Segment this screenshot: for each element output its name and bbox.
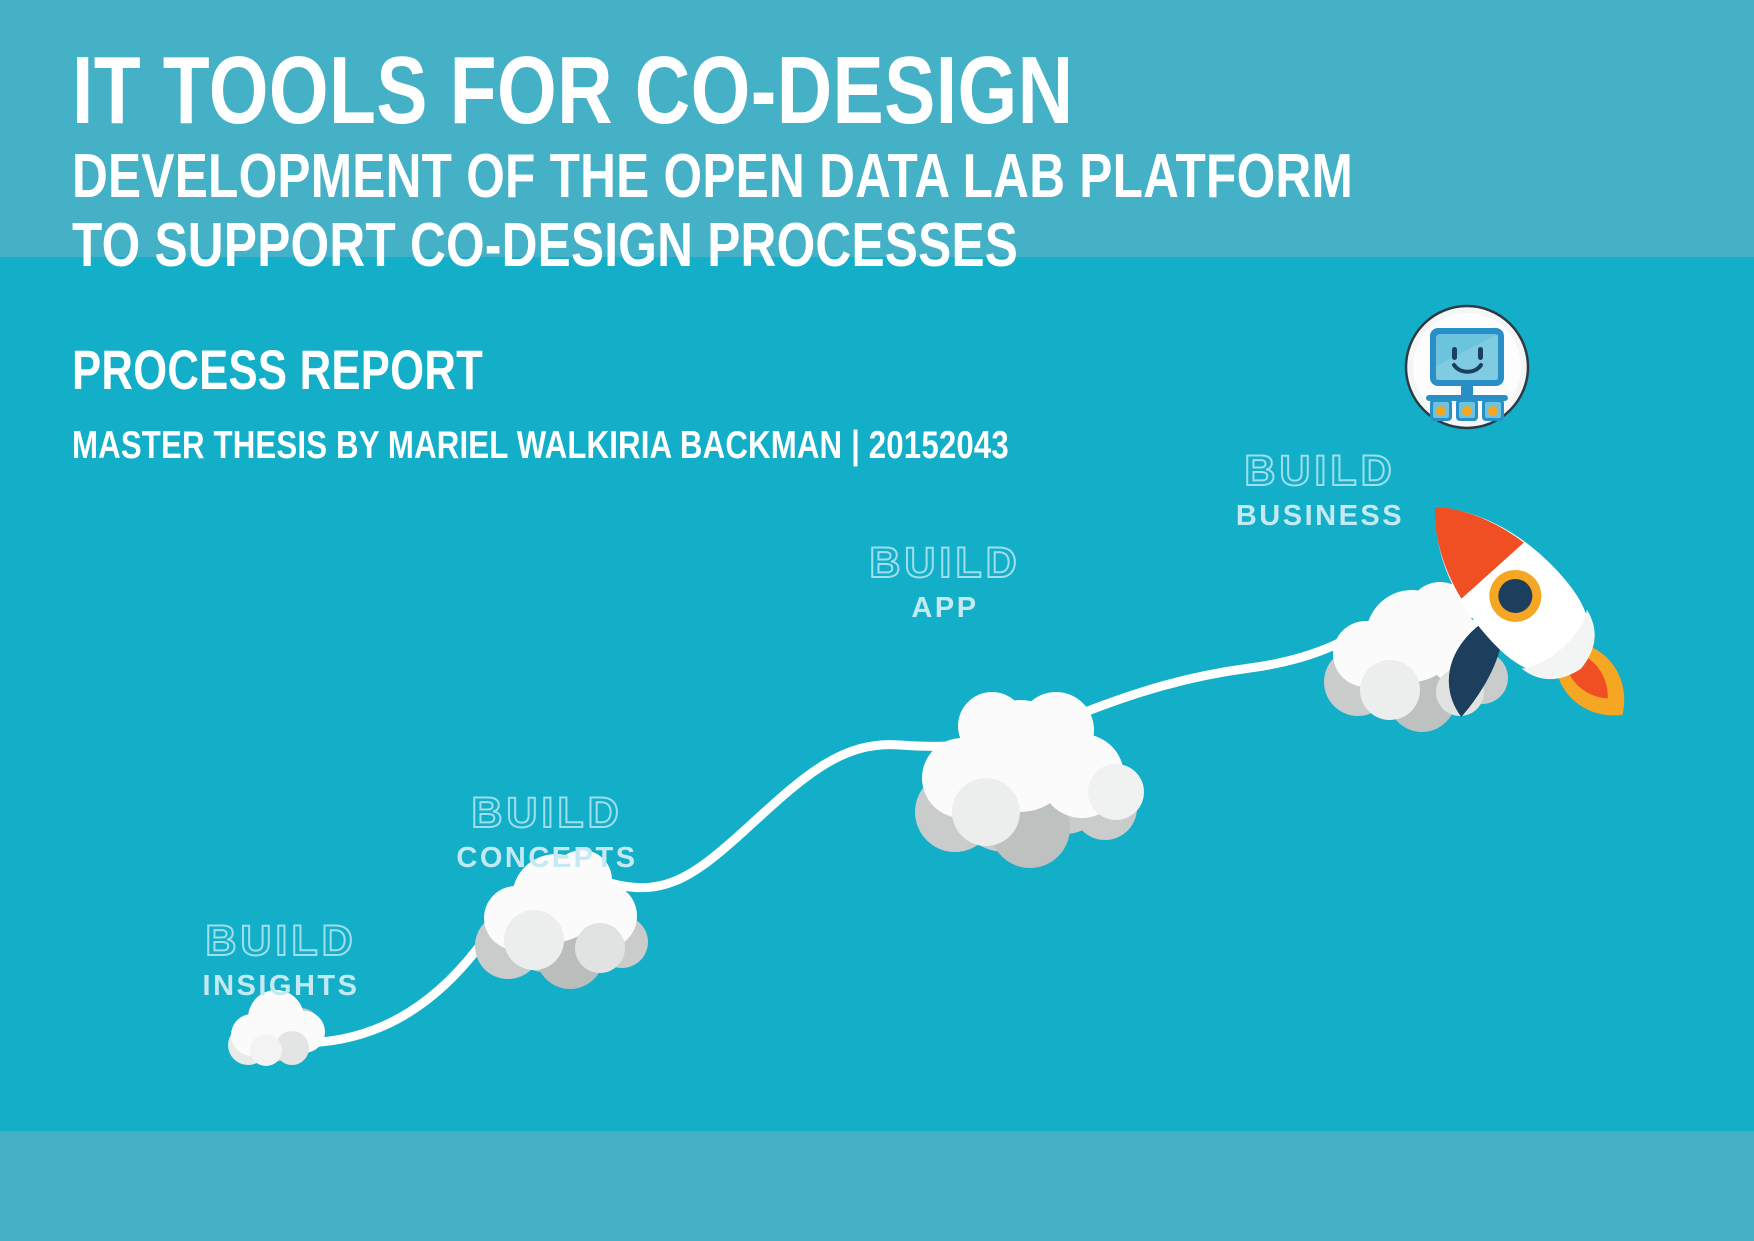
milestone-build-word: BUILD — [868, 539, 1021, 587]
cloud-icon-app — [915, 692, 1144, 868]
cover-headline: IT TOOLS FOR CO-DESIGN DEVELOPMENT OF TH… — [72, 37, 1354, 467]
milestone-stage-word: BUSINESS — [1235, 500, 1405, 532]
page-subtitle-line-1: DEVELOPMENT OF THE OPEN DATA LAB PLATFOR… — [72, 142, 1354, 212]
milestone-concepts: BUILD CONCEPTS — [442, 789, 652, 874]
author-byline: MASTER THESIS BY MARIEL WALKIRIA BACKMAN… — [72, 423, 1009, 467]
cloud-icon-insights — [228, 990, 325, 1066]
milestone-stage-word: CONCEPTS — [456, 842, 638, 874]
milestone-build-word: BUILD — [470, 789, 623, 837]
report-type-label: PROCESS REPORT — [72, 337, 484, 401]
milestone-build-word: BUILD — [204, 917, 357, 965]
background-band-bottom — [0, 1131, 1754, 1241]
page-subtitle-line-2: TO SUPPORT CO-DESIGN PROCESSES — [72, 211, 1019, 281]
milestone-stage-word: INSIGHTS — [202, 970, 360, 1002]
milestone-insights: BUILD INSIGHTS — [186, 917, 376, 1002]
page-title: IT TOOLS FOR CO-DESIGN — [72, 37, 1074, 144]
milestone-stage-word: APP — [911, 592, 979, 624]
milestone-business: BUILD BUSINESS — [1210, 447, 1430, 532]
rocket-icon — [1434, 506, 1625, 717]
background-band-top — [0, 0, 1754, 257]
milestone-app: BUILD APP — [840, 539, 1050, 624]
cloud-icon-concepts — [475, 850, 648, 989]
robot-computer-face-icon — [1404, 304, 1530, 430]
milestone-build-word: BUILD — [1243, 447, 1396, 495]
